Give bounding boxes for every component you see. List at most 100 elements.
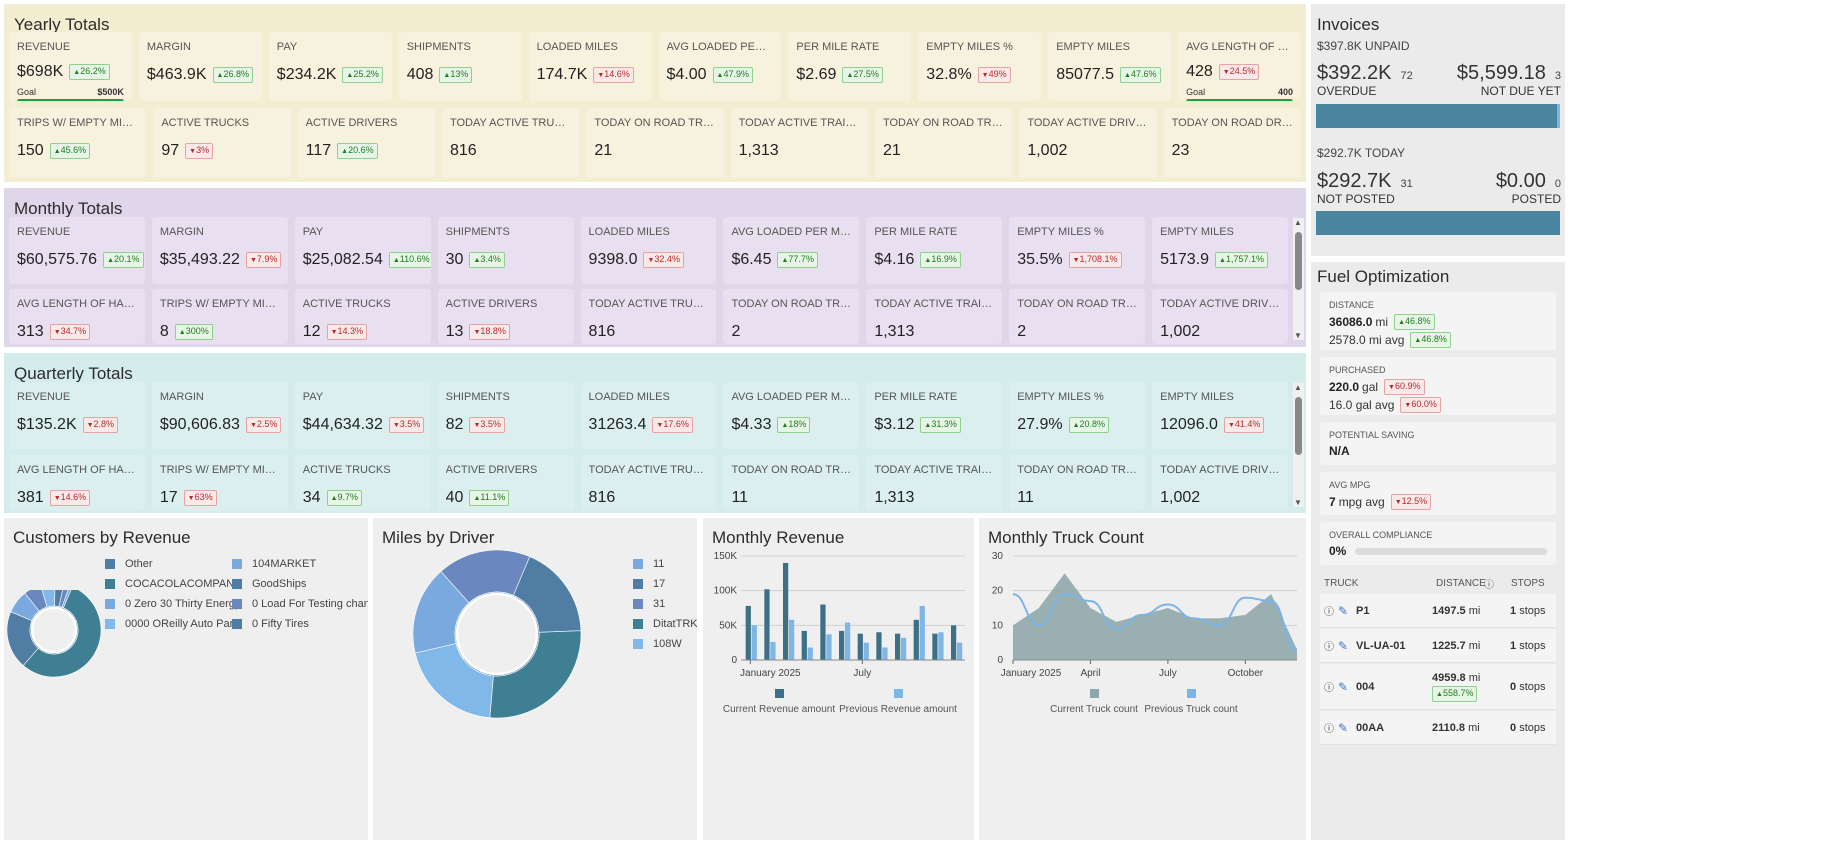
drivers-pie-chart[interactable] — [413, 550, 593, 730]
metric-card[interactable]: ACTIVE DRIVERS 117 20.6% — [297, 108, 435, 178]
metric-card[interactable]: LOADED MILES 9398.0 32.4% — [580, 217, 717, 284]
legend-item[interactable]: Other — [105, 554, 242, 574]
current-bar[interactable] — [857, 633, 863, 660]
metric-card[interactable]: TODAY ACTIVE DRIVERS 1,002 — [1152, 289, 1288, 344]
previous-line[interactable] — [1012, 593, 1298, 651]
metric-card[interactable]: TODAY ON ROAD TRAILERS 2 — [1009, 289, 1146, 344]
scroll-thumb[interactable] — [1295, 232, 1302, 290]
metric-card[interactable]: TODAY ACTIVE TRAILERS 1,313 — [866, 455, 1003, 511]
previous-bar[interactable] — [770, 641, 776, 660]
previous-bar[interactable] — [807, 647, 813, 660]
overdue-group[interactable]: $392.2K 72 — [1317, 62, 1413, 85]
info-icon[interactable]: ⓘ — [1484, 579, 1494, 591]
metric-card[interactable]: PER MILE RATE $4.16 16.9% — [866, 217, 1003, 284]
scroll-up-icon[interactable]: ▲ — [1294, 218, 1302, 227]
truck-row[interactable]: ⓘ ✎ P1 1497.5 mi 1 stops — [1320, 594, 1556, 628]
info-icon[interactable]: ⓘ — [1324, 683, 1334, 694]
posted-bar[interactable] — [1316, 211, 1560, 235]
metric-card[interactable]: AVG LENGTH OF HAUL 381 14.6% — [9, 455, 145, 511]
scroll-down-icon[interactable]: ▼ — [1294, 331, 1302, 340]
metric-card[interactable]: EMPTY MILES 85077.5 47.6% — [1048, 32, 1172, 101]
legend-label[interactable]: Previous Truck count — [1144, 704, 1238, 715]
metric-card[interactable]: ACTIVE TRUCKS 12 14.3% — [294, 289, 431, 344]
legend-item[interactable]: 0 Load For Testing change — [232, 594, 368, 614]
previous-bar[interactable] — [956, 642, 963, 660]
customers-pie-chart[interactable] — [4, 590, 114, 700]
metric-card[interactable]: TODAY ON ROAD TRUCKS 21 — [586, 108, 724, 178]
metric-card[interactable]: AVG LOADED PER MILE RATE $6.45 77.7% — [723, 217, 860, 284]
edit-pencil-icon[interactable]: ✎ — [1338, 603, 1349, 618]
scroll-up-icon[interactable]: ▲ — [1294, 383, 1302, 392]
monthly-truck-count-chart[interactable]: 0 10 20 30 January 2025 April July October Curre… — [979, 548, 1306, 736]
info-icon[interactable]: ⓘ — [1324, 642, 1334, 653]
metric-card[interactable]: EMPTY MILES % 27.9% 20.8% — [1009, 382, 1146, 449]
metric-card[interactable]: LOADED MILES 31263.4 17.6% — [580, 382, 717, 449]
notposted-group[interactable]: $292.7K 31 — [1317, 170, 1413, 193]
col-stops[interactable]: STOPS — [1511, 577, 1545, 589]
current-bar[interactable] — [895, 633, 901, 660]
metric-card[interactable]: TRIPS W/ EMPTY MILES OVER 17 63% — [151, 455, 288, 511]
metric-card[interactable]: EMPTY MILES % 32.8% 49% — [918, 32, 1042, 101]
metric-card[interactable]: PAY $25,082.54 110.6% — [294, 217, 431, 284]
legend-item[interactable]: 0000 OReilly Auto Parts — [105, 614, 242, 634]
scroll-thumb[interactable] — [1295, 397, 1302, 455]
legend-label[interactable]: Previous Revenue amount — [839, 704, 957, 715]
metric-card[interactable]: SHIPMENTS 30 3.4% — [437, 217, 574, 284]
legend-item[interactable]: 11 — [633, 554, 697, 574]
posted-group[interactable]: $0.00 0 — [1496, 170, 1561, 193]
edit-pencil-icon[interactable]: ✎ — [1338, 720, 1349, 735]
metric-card[interactable]: REVENUE $135.2K 2.8% — [9, 382, 145, 449]
scroll-down-icon[interactable]: ▼ — [1294, 498, 1302, 507]
col-distance[interactable]: DISTANCE — [1436, 577, 1486, 589]
previous-bar[interactable] — [863, 642, 869, 660]
legend-item[interactable]: 108W — [633, 634, 697, 654]
metric-card[interactable]: TODAY ON ROAD TRUCKS 11 — [723, 455, 860, 511]
legend-label[interactable]: Current Revenue amount — [723, 704, 836, 715]
metric-card[interactable]: TODAY ACTIVE DRIVERS 1,002 — [1152, 455, 1288, 511]
truck-name[interactable]: P1 — [1356, 604, 1370, 617]
metric-card[interactable]: ACTIVE DRIVERS 40 11.1% — [437, 455, 574, 511]
metric-card[interactable]: TODAY ON ROAD TRAILERS 21 — [874, 108, 1013, 178]
metric-card[interactable]: MARGIN $463.9K 26.8% — [138, 32, 262, 101]
metric-card[interactable]: EMPTY MILES 12096.0 41.4% — [1152, 382, 1288, 449]
current-bar[interactable] — [783, 562, 789, 660]
legend-item[interactable]: 17 — [633, 574, 697, 594]
current-bar[interactable] — [951, 625, 957, 660]
metric-card[interactable]: SHIPMENTS 408 13% — [398, 32, 522, 101]
outer-slice[interactable] — [414, 643, 494, 719]
previous-bar[interactable] — [788, 619, 795, 660]
truck-name[interactable]: 00AA — [1356, 721, 1385, 734]
truck-name[interactable]: 004 — [1356, 680, 1375, 693]
previous-bar[interactable] — [826, 634, 832, 660]
metric-card[interactable]: SHIPMENTS 82 3.5% — [437, 382, 574, 449]
metric-card[interactable]: MARGIN $90,606.83 2.5% — [151, 382, 288, 449]
metric-card[interactable]: AVG LOADED PER MILE RATE $4.33 18% — [723, 382, 860, 449]
metric-card[interactable]: TODAY ACTIVE TRUCKS 816 — [580, 289, 717, 344]
current-bar[interactable] — [876, 632, 882, 660]
metric-card[interactable]: TODAY ON ROAD TRUCKS 2 — [723, 289, 860, 344]
current-area[interactable] — [1013, 573, 1297, 660]
col-truck[interactable]: TRUCK — [1324, 577, 1359, 589]
metric-card[interactable]: EMPTY MILES % 35.5% 1,708.1% — [1009, 217, 1146, 284]
previous-bar[interactable] — [900, 637, 907, 660]
truck-name[interactable]: VL-UA-01 — [1356, 639, 1406, 652]
metric-card[interactable]: TODAY ACTIVE TRUCKS 816 — [580, 455, 717, 511]
metric-card[interactable]: PAY $234.2K 25.2% — [268, 32, 392, 101]
metric-card[interactable]: TRIPS W/ EMPTY MILES OVER 8 300% — [151, 289, 288, 344]
metric-card[interactable]: TODAY ACTIVE TRUCKS 816 — [441, 108, 580, 178]
previous-bar[interactable] — [919, 605, 925, 660]
metric-card[interactable]: TODAY ON ROAD TRAILERS 11 — [1009, 455, 1146, 511]
legend-item[interactable]: 0 Fifty Tires — [232, 614, 368, 634]
legend-label[interactable]: Current Truck count — [1050, 704, 1138, 715]
metric-card[interactable]: REVENUE $698K 26.2% Goal $500K — [9, 32, 132, 101]
legend-item[interactable]: GoodShips — [232, 574, 368, 594]
legend-item[interactable]: 31 — [633, 594, 697, 614]
notdue-group[interactable]: $5,599.18 3 — [1457, 62, 1561, 85]
edit-pencil-icon[interactable]: ✎ — [1338, 638, 1349, 653]
current-bar[interactable] — [745, 605, 751, 660]
metric-card[interactable]: TODAY ACTIVE TRAILERS 1,313 — [730, 108, 868, 178]
current-bar[interactable] — [764, 589, 770, 660]
current-bar[interactable] — [913, 619, 919, 660]
metric-card[interactable]: TRIPS W/ EMPTY MILES OVER 150 45.6% — [9, 108, 147, 178]
